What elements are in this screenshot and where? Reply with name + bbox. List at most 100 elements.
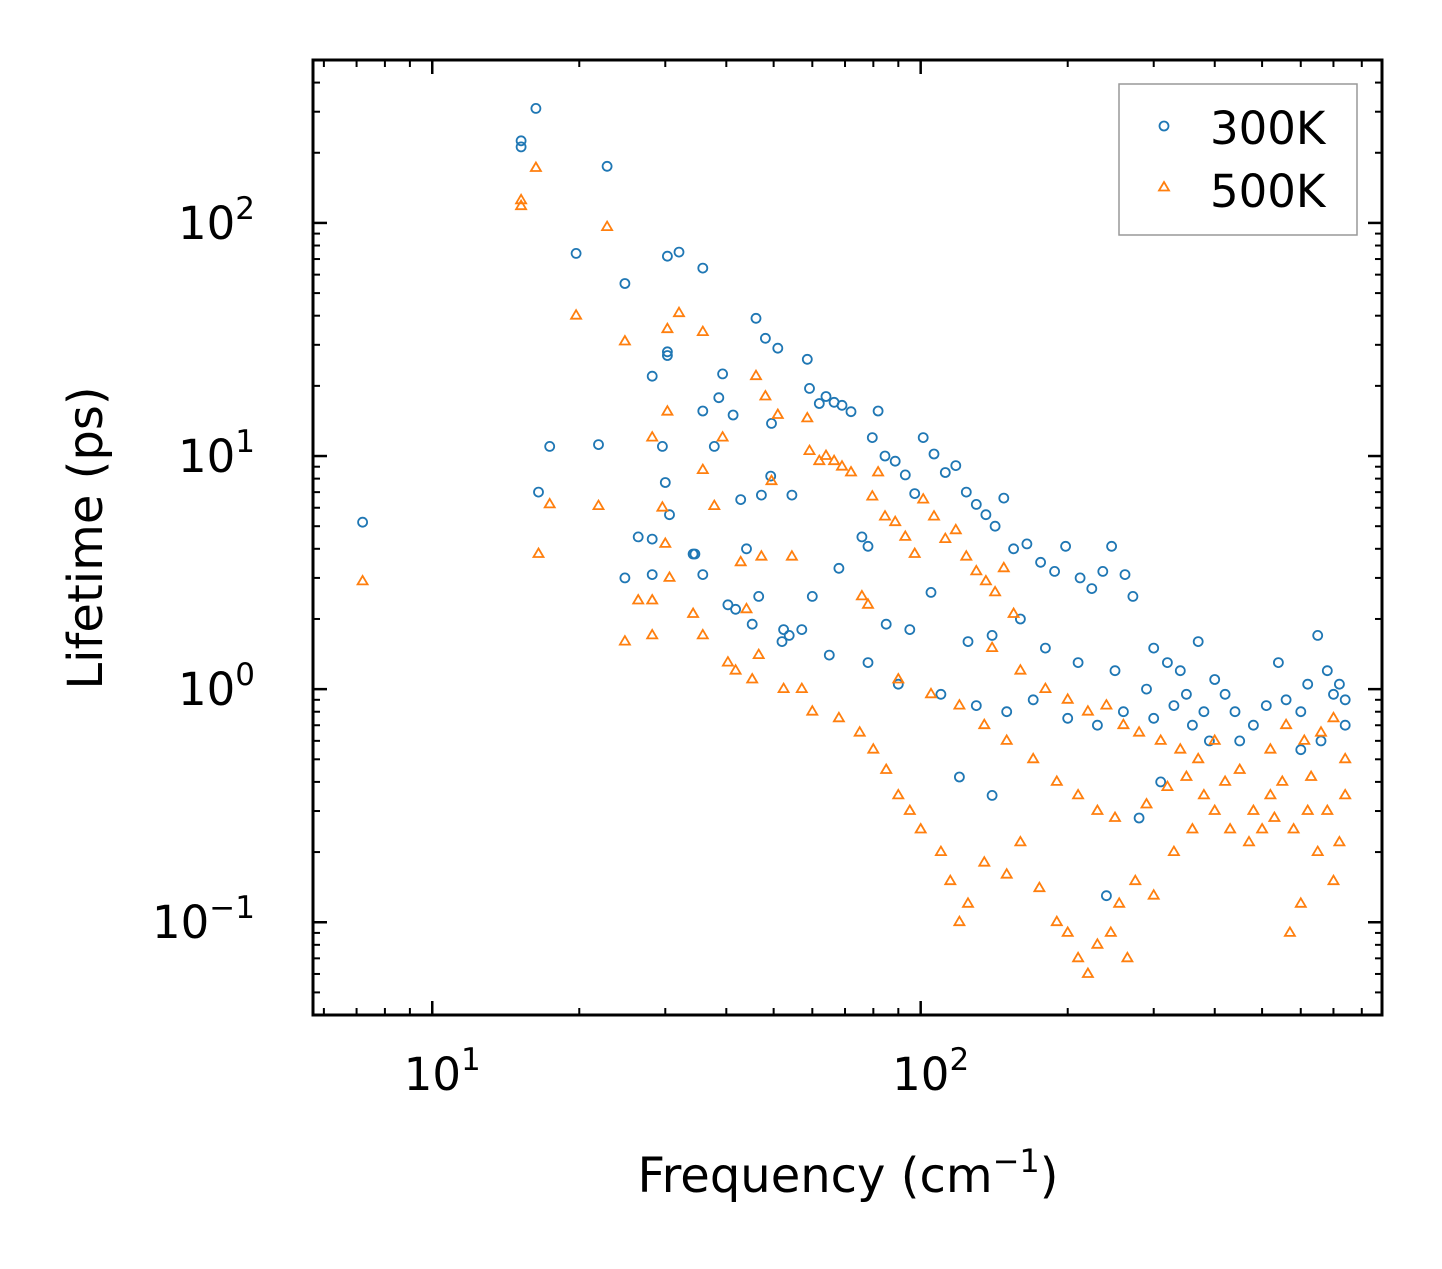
point-300K-56	[866, 432, 878, 444]
point-500K-76	[952, 914, 966, 927]
point-300K-134	[1133, 812, 1145, 824]
scatter-layer	[356, 103, 1352, 978]
point-500K-109	[1061, 692, 1075, 704]
point-300K-32	[730, 603, 741, 615]
point-500K-141	[1267, 810, 1281, 822]
point-300K-93	[1295, 706, 1307, 718]
point-500K-113	[1132, 725, 1146, 737]
point-500K-35	[758, 389, 772, 401]
point-300K-31	[727, 409, 739, 421]
point-300K-60	[899, 469, 911, 481]
point-500K-53	[888, 514, 902, 527]
point-500K-28	[729, 663, 743, 675]
point-500K-47	[844, 465, 858, 477]
point-500K-142	[1287, 822, 1301, 834]
point-500K-99	[1275, 774, 1289, 786]
point-300K-53	[845, 406, 857, 418]
point-500K-20	[672, 305, 686, 318]
point-500K-135	[1139, 797, 1154, 809]
point-300K-65	[950, 460, 962, 472]
point-500K-86	[1090, 937, 1104, 949]
point-500K-1	[514, 193, 528, 205]
point-500K-87	[1104, 925, 1118, 937]
point-500K-132	[1071, 788, 1085, 800]
point-300K-43	[778, 624, 789, 635]
point-500K-89	[1120, 951, 1134, 963]
point-500K-112	[1116, 717, 1130, 730]
point-300K-59	[889, 455, 901, 467]
point-500K-31	[745, 672, 759, 684]
point-300K-111	[1141, 683, 1152, 695]
point-500K-115	[1173, 742, 1187, 754]
point-300K-16	[659, 477, 671, 488]
point-500K-98	[1263, 788, 1277, 800]
point-500K-100	[1283, 925, 1297, 937]
point-300K-70	[998, 492, 1010, 504]
point-300K-110	[1109, 665, 1121, 677]
point-500K-92	[1167, 844, 1181, 856]
y-tick-label-1: 100	[178, 657, 255, 716]
point-500K-17	[660, 321, 674, 334]
point-500K-68	[853, 725, 867, 737]
point-500K-90	[1128, 873, 1142, 886]
point-500K-80	[1013, 835, 1027, 847]
point-300K-15	[657, 440, 668, 452]
point-500K-13	[645, 593, 659, 605]
point-500K-102	[1301, 803, 1315, 815]
point-500K-23	[696, 462, 710, 475]
point-500K-105	[1338, 788, 1352, 800]
point-500K-18	[660, 404, 674, 416]
point-300K-117	[892, 678, 904, 690]
point-500K-10	[618, 634, 632, 646]
point-300K-103	[904, 624, 916, 635]
point-300K-52	[836, 399, 848, 411]
point-500K-91	[1147, 888, 1161, 900]
point-300K-14	[646, 569, 658, 580]
point-300K-79	[1106, 540, 1117, 552]
point-500K-94	[1208, 803, 1222, 815]
point-500K-128	[977, 717, 991, 730]
point-300K-30	[722, 599, 734, 611]
point-300K-7	[593, 439, 604, 451]
point-300K-74	[1049, 566, 1060, 577]
point-300K-36	[750, 312, 762, 324]
y-tick-label-100: 102	[178, 191, 255, 250]
point-500K-33	[752, 647, 766, 659]
point-500K-63	[988, 585, 1002, 597]
point-300K-133	[1101, 890, 1112, 902]
point-300K-84	[1174, 665, 1186, 677]
point-300K-49	[813, 398, 825, 409]
point-500K-137	[1179, 769, 1193, 781]
point-500K-45	[827, 453, 841, 466]
point-500K-114	[1154, 733, 1168, 745]
point-300K-5	[544, 440, 556, 452]
point-500K-143	[1304, 769, 1318, 781]
point-300K-12	[646, 370, 658, 382]
point-500K-96	[1242, 835, 1256, 847]
point-300K-98	[1334, 678, 1345, 690]
point-500K-54	[898, 529, 912, 541]
point-500K-61	[969, 564, 983, 576]
point-500K-7	[591, 498, 606, 511]
x-axis-label: Frequency (cm−1)	[637, 1142, 1058, 1204]
point-300K-122	[1062, 712, 1074, 724]
point-300K-99	[1339, 694, 1351, 706]
point-500K-30	[739, 602, 754, 614]
point-300K-76	[1074, 572, 1086, 584]
point-500K-122	[1314, 725, 1328, 737]
point-500K-140	[1246, 803, 1260, 815]
point-300K-1	[515, 135, 527, 147]
point-500K-97	[1255, 822, 1269, 834]
point-300K-104	[925, 587, 937, 598]
point-500K-32	[749, 368, 763, 381]
point-300K-8	[601, 160, 613, 172]
point-500K-38	[777, 681, 791, 693]
legend-300k-marker	[1158, 120, 1170, 132]
ticklabels-layer: 101 102 10−1 100 101 102	[152, 191, 969, 1101]
point-300K-137	[954, 771, 965, 783]
point-300K-121	[1027, 694, 1039, 706]
point-500K-29	[734, 555, 748, 567]
point-500K-124	[1338, 752, 1352, 764]
